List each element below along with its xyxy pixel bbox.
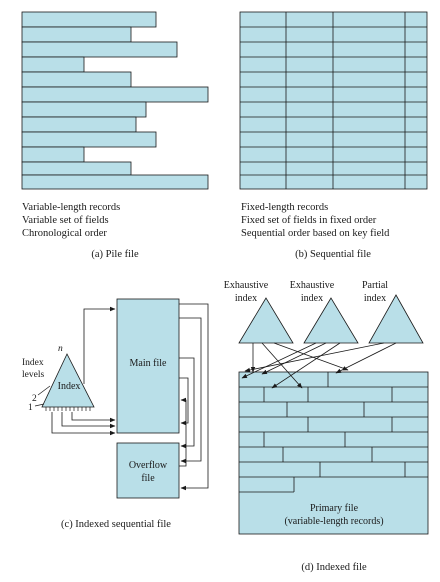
pile-desc-line-1: Variable-length records	[22, 202, 120, 213]
pile-records	[21, 11, 209, 190]
pile-record	[21, 131, 157, 148]
main-file-label: Main file	[130, 358, 167, 369]
pile-record	[21, 116, 137, 133]
pile-record	[21, 86, 209, 103]
sequential-caption: (b) Sequential file	[295, 249, 371, 260]
overflow-file-label-2: file	[141, 473, 155, 484]
pile-file-panel: Variable-length records Variable set of …	[21, 11, 209, 260]
sequential-file-panel: Fixed-length records Fixed set of fields…	[239, 11, 428, 260]
index-levels-label-2: levels	[22, 370, 44, 380]
indexed-sequential-caption: (c) Indexed sequential file	[61, 519, 171, 530]
index-label: Index	[58, 381, 81, 392]
indexed-sequential-panel: Index n Index levels 2 1 Main file Overf…	[22, 298, 209, 530]
pile-record	[21, 11, 157, 28]
exhaustive-index-1-triangle	[238, 297, 294, 344]
indexed-file-caption: (d) Indexed file	[301, 562, 367, 573]
pile-record	[21, 56, 85, 73]
pile-desc-line-3: Chronological order	[22, 228, 107, 239]
primary-file-block	[238, 371, 429, 535]
main-overflow-arrows	[179, 303, 209, 491]
exhaustive-index-1-label-1: Exhaustive	[224, 280, 269, 291]
primary-file-records	[239, 372, 428, 493]
pile-desc-line-2: Variable set of fields	[22, 215, 109, 226]
pile-record	[21, 174, 209, 190]
pile-record	[21, 41, 178, 58]
index-levels-label-1: Index	[22, 358, 44, 368]
sequential-records	[239, 11, 428, 190]
exhaustive-index-2-label-2: index	[301, 293, 323, 304]
level-2-label: 2	[32, 394, 37, 404]
exhaustive-index-2-label-1: Exhaustive	[290, 280, 335, 291]
index-pointer-arrows	[241, 342, 397, 389]
pile-record	[21, 161, 132, 176]
exhaustive-index-1-label-2: index	[235, 293, 257, 304]
index-base-ticks	[45, 407, 91, 411]
overflow-file-label-1: Overflow	[129, 460, 168, 471]
pile-record	[21, 26, 132, 43]
pile-record	[21, 146, 85, 163]
level-n-label: n	[58, 344, 63, 354]
pile-record	[21, 101, 147, 118]
pile-record	[21, 71, 132, 88]
indexed-file-panel: Exhaustive index Exhaustive index Partia…	[224, 280, 429, 573]
sequential-desc-line-2: Fixed set of fields in fixed order	[241, 215, 377, 226]
primary-file-label-2: (variable-length records)	[284, 516, 383, 527]
level-1-label: 1	[28, 403, 33, 413]
overflow-file-box	[116, 442, 180, 499]
index-to-main-arrows	[51, 306, 116, 436]
sequential-file-block	[239, 11, 428, 190]
primary-file-label-1: Primary file	[310, 503, 359, 514]
partial-index-label-1: Partial	[362, 280, 388, 291]
sequential-desc-line-1: Fixed-length records	[241, 202, 328, 213]
exhaustive-index-2-triangle	[303, 297, 359, 344]
partial-index-label-2: index	[364, 293, 386, 304]
index-triangle	[41, 353, 95, 408]
pile-caption: (a) Pile file	[91, 249, 139, 260]
main-file-box	[116, 298, 180, 434]
sequential-desc-line-3: Sequential order based on key field	[241, 228, 390, 239]
